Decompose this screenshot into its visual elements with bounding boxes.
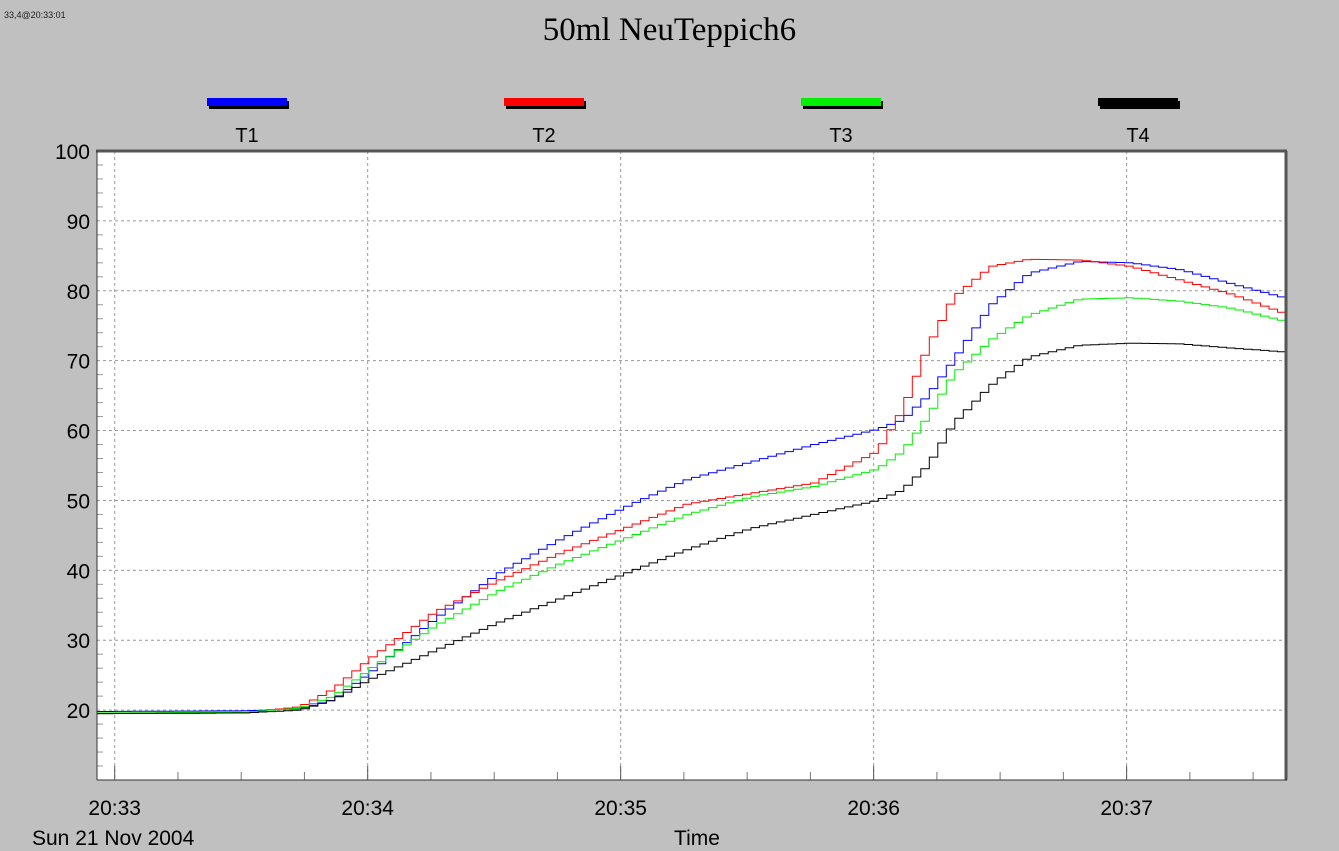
x-tick-label: 20:36 [847, 797, 900, 820]
y-tick-label: 90 [67, 211, 90, 234]
x-tick-label: 20:37 [1100, 797, 1153, 820]
y-tick-label: 60 [67, 421, 90, 444]
x-tick-label: 20:35 [594, 797, 647, 820]
legend-swatch [801, 98, 881, 106]
y-tick-label: 50 [67, 490, 90, 513]
y-tick-label: 100 [55, 141, 90, 164]
legend-swatch [1098, 98, 1178, 106]
x-tick-label: 20:33 [88, 797, 141, 820]
legend-label: T1 [235, 125, 258, 147]
date-label: Sun 21 Nov 2004 [32, 827, 195, 850]
chart-title: 50ml NeuTeppich6 [542, 12, 797, 48]
legend: T1 T2 T3 T4 [207, 98, 1180, 147]
x-tick-label: 20:34 [341, 797, 394, 820]
y-tick-label: 40 [67, 560, 90, 583]
series-lines [97, 258, 1287, 715]
series-line-t2 [97, 258, 1287, 715]
y-tick-label: 80 [67, 281, 90, 304]
y-tick-label: 30 [67, 630, 90, 653]
legend-label: T3 [829, 125, 852, 147]
minor-ticks [97, 164, 1254, 780]
series-line-t4 [97, 342, 1287, 715]
y-axis-labels: 20 30 40 50 60 70 80 90 100 [55, 141, 90, 723]
y-tick-label: 70 [67, 351, 90, 374]
plot-area [97, 151, 1287, 780]
legend-label: T2 [532, 125, 555, 147]
x-axis-labels: 20:33 20:34 20:35 20:36 20:37 [88, 797, 1152, 820]
legend-swatch [504, 98, 584, 106]
legend-swatch [207, 98, 287, 106]
legend-label: T4 [1126, 125, 1149, 147]
timestamp-stamp: 33,4@20:33:01 [4, 10, 66, 20]
x-axis-title: Time [674, 827, 720, 850]
y-tick-label: 20 [67, 700, 90, 723]
